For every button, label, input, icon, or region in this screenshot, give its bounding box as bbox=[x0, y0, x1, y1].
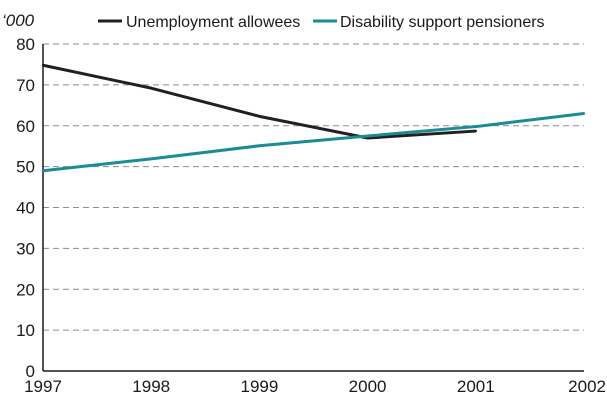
data-point-disability-support-pensioners-1999 bbox=[258, 144, 261, 147]
x-tick-label-1997: 1997 bbox=[24, 377, 62, 396]
y-tick-label-50: 50 bbox=[16, 158, 35, 177]
legend-label-unemployment-allowees: Unemployment allowees bbox=[126, 14, 300, 31]
y-tick-label-40: 40 bbox=[16, 199, 35, 218]
x-axis-tick-labels: 1997 1998 1999 2000 2001 2002 bbox=[24, 377, 606, 396]
data-point-unemployment-allowees-2001 bbox=[474, 129, 477, 133]
y-tick-label-30: 30 bbox=[16, 239, 35, 258]
x-tick-label-2001: 2001 bbox=[457, 377, 495, 396]
data-point-disability-support-pensioners-2001 bbox=[474, 125, 477, 128]
data-point-unemployment-allowees-1999 bbox=[258, 115, 261, 118]
gridlines bbox=[43, 43, 584, 331]
x-tick-label-2000: 2000 bbox=[349, 377, 387, 396]
data-point-unemployment-allowees-1998 bbox=[150, 86, 153, 90]
y-tick-label-0: 0 bbox=[26, 362, 35, 381]
y-axis-unit-label: ‘000 bbox=[2, 11, 35, 30]
legend-label-disability-support-pensioners: Disability support pensioners bbox=[340, 14, 545, 31]
data-point-unemployment-allowees-1997 bbox=[41, 64, 45, 67]
y-tick-label-70: 70 bbox=[16, 76, 35, 95]
data-point-disability-support-pensioners-2002 bbox=[582, 112, 586, 115]
series-lines bbox=[41, 63, 586, 173]
x-tick-label-2002: 2002 bbox=[568, 377, 606, 396]
x-tick-label-1999: 1999 bbox=[240, 377, 278, 396]
data-point-disability-support-pensioners-2000 bbox=[366, 134, 369, 138]
y-tick-label-10: 10 bbox=[16, 321, 35, 340]
y-tick-label-20: 20 bbox=[16, 280, 35, 299]
x-tick-label-1998: 1998 bbox=[132, 377, 170, 396]
data-point-disability-support-pensioners-1997 bbox=[41, 169, 45, 172]
y-tick-label-80: 80 bbox=[16, 35, 35, 54]
series-line-disability-support-pensioners bbox=[42, 111, 585, 173]
y-tick-label-60: 60 bbox=[16, 117, 35, 136]
legend: Unemployment allowees Disability support … bbox=[98, 14, 545, 31]
y-axis-tick-labels: 0 10 20 30 40 50 60 70 80 bbox=[16, 35, 35, 381]
data-point-disability-support-pensioners-1998 bbox=[150, 157, 153, 161]
series-line-unemployment-allowees bbox=[42, 63, 476, 140]
